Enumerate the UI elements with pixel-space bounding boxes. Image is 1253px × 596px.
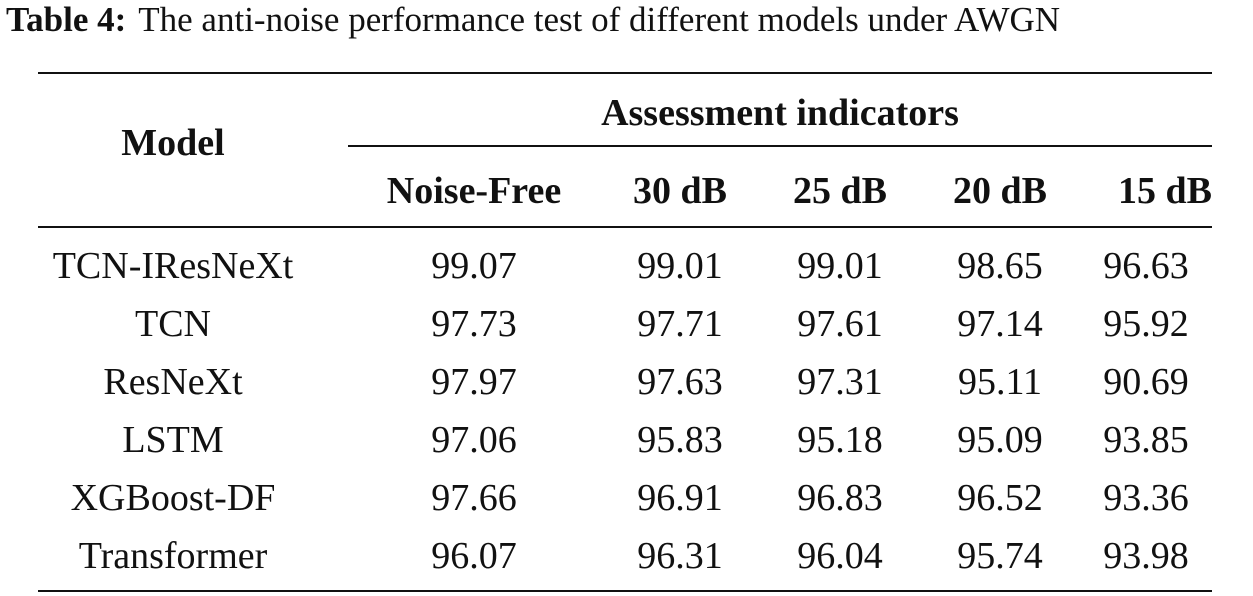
- table-cell: 95.92: [1103, 303, 1189, 345]
- column-header: 30 dB: [633, 170, 727, 212]
- group-header: Assessment indicators: [601, 92, 959, 134]
- caption-text: The anti-noise performance test of diffe…: [138, 0, 1061, 39]
- table-cell: 95.18: [797, 419, 883, 461]
- table-cell: 99.07: [431, 245, 517, 287]
- model-name: TCN: [135, 303, 211, 345]
- table-cell: 90.69: [1103, 361, 1189, 403]
- table-cell: 95.74: [957, 535, 1043, 577]
- column-header: Noise-Free: [386, 170, 562, 212]
- table-cell: 95.09: [957, 419, 1043, 461]
- header-rule: [38, 226, 1212, 228]
- model-name: TCN-IResNeXt: [52, 245, 294, 287]
- table-cell: 96.31: [637, 535, 723, 577]
- column-header: 15 dB: [1118, 170, 1212, 212]
- table-row: TCN-IResNeXt 99.07 99.01 99.01 98.65 96.…: [0, 237, 1253, 295]
- table-row: TCN 97.73 97.71 97.61 97.14 95.92: [0, 295, 1253, 353]
- column-header: 20 dB: [953, 170, 1047, 212]
- model-name: ResNeXt: [103, 361, 243, 403]
- table-cell: 97.66: [431, 477, 517, 519]
- table-row: XGBoost-DF 97.66 96.91 96.83 96.52 93.36: [0, 469, 1253, 527]
- table-cell: 96.91: [637, 477, 723, 519]
- table-cell: 96.04: [797, 535, 883, 577]
- table-cell: 93.98: [1103, 535, 1189, 577]
- model-name: LSTM: [122, 419, 224, 461]
- table-cell: 97.06: [431, 419, 517, 461]
- table-cell: 97.61: [797, 303, 883, 345]
- model-column-header: Model: [121, 122, 225, 164]
- table-cell: 97.14: [957, 303, 1043, 345]
- table-cell: 93.85: [1103, 419, 1189, 461]
- table-cell: 96.07: [431, 535, 517, 577]
- table-cell: 97.97: [431, 361, 517, 403]
- table-cell: 98.65: [957, 245, 1043, 287]
- table-cell: 95.11: [957, 361, 1043, 403]
- model-name: XGBoost-DF: [70, 477, 276, 519]
- table-cell: 93.36: [1103, 477, 1189, 519]
- top-rule: [38, 72, 1212, 74]
- table-cell: 97.73: [431, 303, 517, 345]
- table-cell: 96.52: [957, 477, 1043, 519]
- table-cell: 97.31: [797, 361, 883, 403]
- bottom-rule: [38, 590, 1212, 592]
- table-cell: 99.01: [637, 245, 723, 287]
- table-cell: 97.63: [637, 361, 723, 403]
- table-row: Transformer 96.07 96.31 96.04 95.74 93.9…: [0, 527, 1253, 585]
- table-row: LSTM 97.06 95.83 95.18 95.09 93.85: [0, 411, 1253, 469]
- model-name: Transformer: [78, 535, 268, 577]
- table-cell: 99.01: [797, 245, 883, 287]
- table-cell: 95.83: [637, 419, 723, 461]
- table-cell: 97.71: [637, 303, 723, 345]
- group-rule: [348, 145, 1212, 147]
- table-row: ResNeXt 97.97 97.63 97.31 95.11 90.69: [0, 353, 1253, 411]
- table-cell: 96.63: [1103, 245, 1189, 287]
- table-cell: 96.83: [797, 477, 883, 519]
- column-header: 25 dB: [793, 170, 887, 212]
- table-caption: Table 4: The anti-noise performance test …: [6, 0, 1060, 40]
- caption-label: Table 4:: [6, 0, 127, 39]
